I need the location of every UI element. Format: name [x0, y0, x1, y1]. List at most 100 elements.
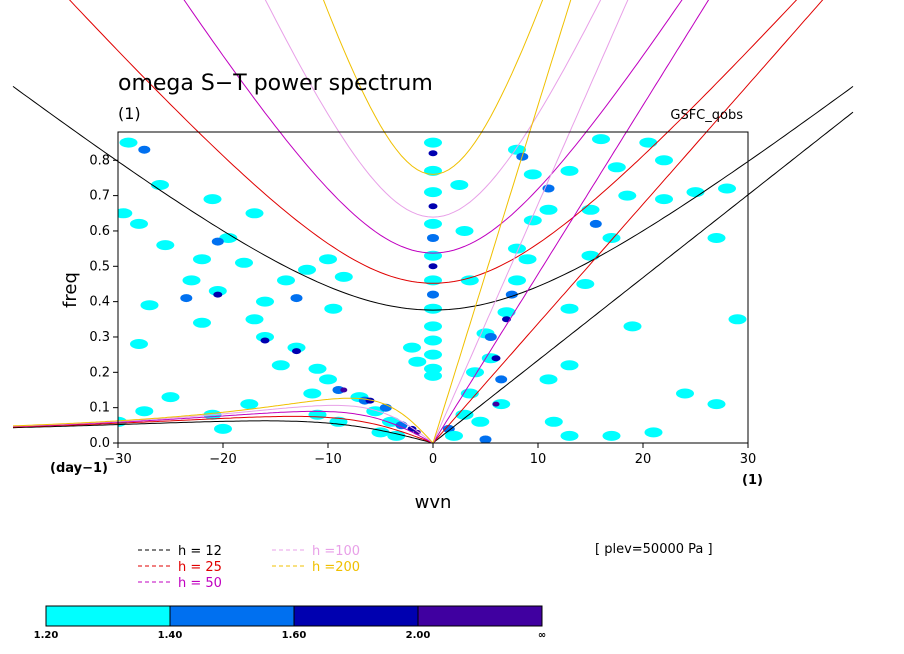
ig-curve-h12 — [12, 85, 854, 311]
colorbar-segment — [417, 605, 543, 627]
x-tick-label: 10 — [530, 452, 547, 467]
chart-title: omega S−T power spectrum — [118, 71, 433, 96]
contour-blob-67 — [424, 275, 442, 286]
contour-blob-122 — [560, 165, 579, 176]
legend-label: h = 12 — [178, 544, 222, 559]
contour-blob-111 — [655, 155, 673, 166]
contour-blob-17 — [277, 275, 295, 286]
y-tick-label: 0.4 — [89, 295, 110, 310]
contour-blob-20 — [319, 254, 337, 265]
contour-blob-64 — [427, 234, 439, 242]
contour-blob-113 — [718, 183, 736, 194]
contour-blob-112 — [686, 187, 705, 198]
y-tick-label: 0.6 — [89, 224, 110, 239]
colorbar-segment — [169, 605, 295, 627]
contour-blob-44 — [407, 425, 417, 432]
contour-blob-124 — [560, 360, 579, 371]
contour-blob-60 — [424, 165, 442, 176]
contour-blob-95 — [492, 399, 511, 410]
contour-blob-56 — [403, 342, 421, 353]
ig-curve-h50 — [183, 0, 683, 254]
contour-blob-9 — [193, 254, 211, 265]
contour-blob-23 — [140, 300, 159, 311]
contour-blob-16 — [256, 296, 274, 307]
contour-blob-15 — [180, 294, 193, 303]
contour-blob-119 — [602, 430, 621, 441]
x-tick-label: −20 — [209, 452, 236, 467]
contour-blob-11 — [235, 257, 253, 268]
contour-blob-83 — [497, 307, 516, 318]
contour-blob-22 — [324, 303, 343, 314]
contour-blob-85 — [505, 290, 518, 299]
kelvin-curve-h200 — [432, 0, 572, 444]
contour-blob-25 — [193, 317, 211, 328]
legend-label: h =200 — [312, 560, 360, 575]
contour-blob-120 — [644, 427, 663, 438]
contour-blob-14 — [213, 291, 223, 298]
legend-label: h =100 — [312, 544, 360, 559]
contour-blob-107 — [607, 162, 626, 173]
contour-blob-18 — [298, 264, 316, 275]
contour-blob-32 — [308, 363, 327, 374]
contour-blob-128 — [450, 180, 469, 190]
contour-blob-123 — [581, 250, 600, 261]
contour-blob-110 — [655, 194, 673, 205]
contour-blob-90 — [539, 204, 558, 215]
x-unit-label: (1) — [742, 473, 763, 488]
contour-blob-129 — [460, 275, 479, 286]
er-curve-h50 — [12, 410, 434, 444]
colorbar-label: ∞ — [538, 630, 546, 641]
contour-blob-77 — [466, 367, 484, 378]
contour-blob-68 — [427, 290, 439, 299]
contour-blob-66 — [428, 263, 438, 270]
contour-blob-26 — [245, 314, 264, 325]
contour-blob-53 — [135, 406, 154, 417]
y-tick-label: 0.7 — [89, 189, 110, 204]
contour-blob-127 — [455, 226, 474, 236]
contour-blob-71 — [424, 335, 442, 346]
contour-blob-97 — [471, 416, 490, 427]
contour-blob-36 — [340, 387, 348, 393]
contour-blob-89 — [523, 215, 542, 226]
legend-label: h = 25 — [178, 560, 222, 575]
contour-blob-126 — [623, 321, 642, 332]
contour-blob-65 — [424, 250, 442, 261]
y-tick-label: 0.8 — [89, 153, 110, 168]
contour-blob-72 — [424, 349, 442, 360]
x-tick-label: −10 — [314, 452, 341, 467]
colorbar: 1.20 1.40 1.60 2.00 ∞ — [34, 605, 546, 641]
contour-blob-116 — [707, 399, 726, 410]
contour-blob-0 — [119, 137, 138, 148]
contour-blob-1 — [138, 145, 151, 154]
chart-subtitle: (1) — [118, 104, 141, 123]
contour-blob-82 — [495, 375, 508, 384]
contour-blob-99 — [442, 424, 455, 433]
contour-blob-125 — [539, 374, 558, 385]
contour-blob-91 — [542, 184, 555, 193]
contour-blob-96 — [492, 401, 500, 407]
contour-blob-61 — [424, 187, 442, 198]
contour-blob-74 — [424, 370, 442, 381]
contour-blob-57 — [408, 356, 427, 367]
contour-blob-63 — [424, 218, 442, 229]
contour-blob-69 — [424, 303, 442, 314]
contour-blob-103 — [581, 204, 600, 215]
colorbar-segment — [45, 605, 171, 627]
contour-blob-28 — [260, 337, 270, 344]
contour-blob-21 — [334, 271, 353, 282]
contour-blob-12 — [182, 275, 201, 286]
kelvin-curve-h50 — [432, 0, 710, 444]
ig-curve-h100 — [264, 0, 602, 218]
contour-blob-108 — [592, 134, 610, 145]
contour-blob-35 — [332, 386, 345, 394]
x-tick-label: 0 — [429, 452, 437, 467]
contour-blob-34 — [303, 388, 322, 399]
y-tick-label: 0.5 — [89, 259, 110, 274]
contour-blob-93 — [508, 144, 526, 155]
x-axis-label: wvn — [415, 492, 452, 513]
contour-blob-115 — [728, 314, 747, 325]
x-tick-label: 20 — [635, 452, 652, 467]
contour-blob-62 — [428, 203, 438, 210]
contour-blob-24 — [130, 339, 148, 349]
contour-blob-8 — [211, 237, 224, 246]
